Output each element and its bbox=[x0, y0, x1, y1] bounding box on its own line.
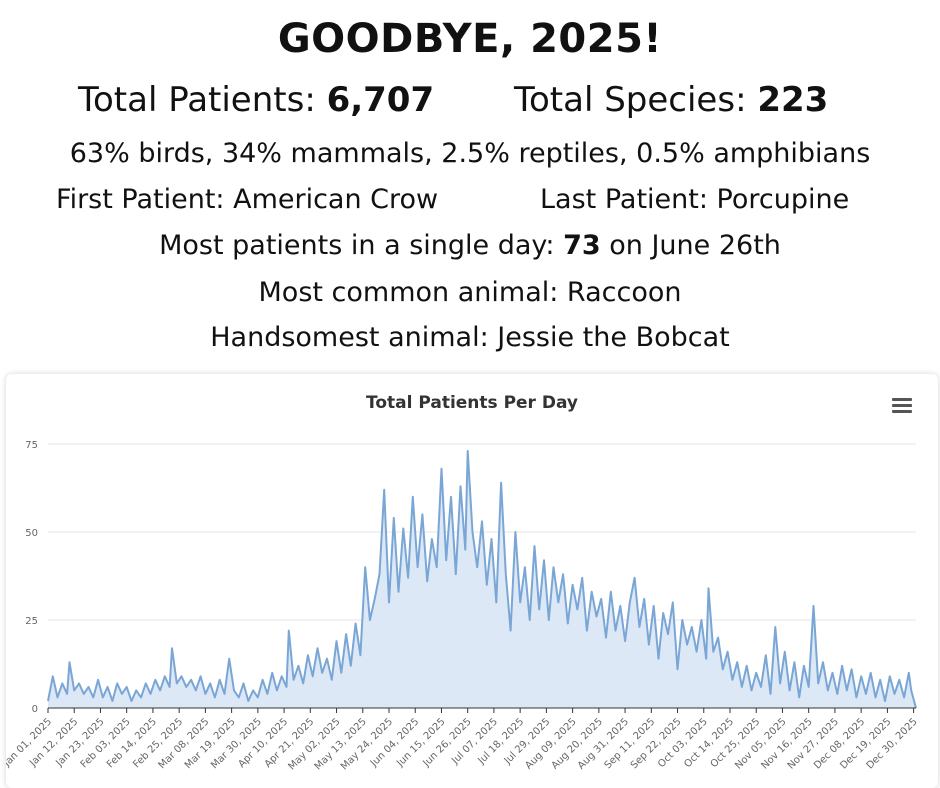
hamburger-menu-icon[interactable] bbox=[892, 398, 912, 414]
total-species: Total Species: 223 bbox=[514, 80, 828, 120]
handsomest-animal: Handsomest animal: Jessie the Bobcat bbox=[210, 322, 730, 353]
patients-per-day-chart: Total Patients Per Day 0 25 50 75 Jan 01, 2… bbox=[6, 393, 920, 772]
y-tick-label: 50 bbox=[25, 528, 38, 539]
total-species-label: Total Species: bbox=[514, 80, 758, 120]
chart-title: Total Patients Per Day bbox=[366, 393, 578, 413]
first-patient: First Patient: American Crow bbox=[56, 184, 439, 215]
most-in-day-label: Most patients in a single day: bbox=[159, 230, 564, 261]
last-patient: Last Patient: Porcupine bbox=[540, 184, 850, 215]
page-title: GOODBYE, 2025! bbox=[277, 16, 663, 62]
chart-card: Total Patients Per Day 0 25 50 75 Jan 01, 2… bbox=[6, 374, 938, 788]
most-in-day: Most patients in a single day: 73 on Jun… bbox=[0, 230, 940, 261]
class-breakdown: 63% birds, 34% mammals, 2.5% reptiles, 0… bbox=[69, 138, 871, 169]
total-patients-label: Total Patients: bbox=[78, 80, 327, 120]
total-species-value: 223 bbox=[757, 80, 829, 120]
y-tick-label: 0 bbox=[32, 704, 38, 715]
series-line bbox=[47, 450, 917, 709]
series-area bbox=[48, 451, 916, 708]
y-axis-ticks: 0 25 50 75 bbox=[25, 440, 38, 715]
totals-row: Total Patients: 6,707 Total Species: 223 bbox=[0, 80, 940, 124]
y-tick-label: 25 bbox=[25, 616, 38, 627]
most-common-animal: Most common animal: Raccoon bbox=[258, 277, 682, 308]
total-patients: Total Patients: 6,707 bbox=[78, 80, 434, 120]
total-patients-value: 6,707 bbox=[326, 80, 435, 120]
y-tick-label: 75 bbox=[25, 440, 38, 451]
most-in-day-value: 73 bbox=[563, 230, 601, 261]
most-in-day-suffix: on June 26th bbox=[600, 230, 781, 261]
